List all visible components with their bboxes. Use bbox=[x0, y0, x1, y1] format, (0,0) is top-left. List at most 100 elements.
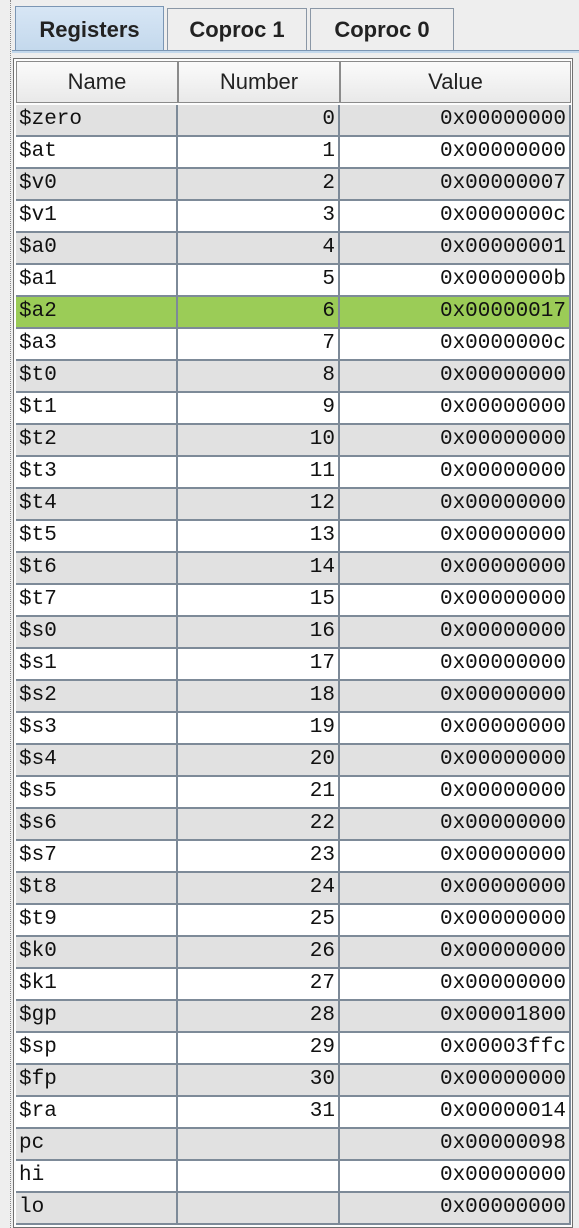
table-row[interactable]: $fp 30 0x00000000 bbox=[16, 1065, 571, 1097]
column-header-value[interactable]: Value bbox=[340, 61, 571, 103]
register-value-cell[interactable]: 0x00000014 bbox=[340, 1097, 571, 1129]
register-name-cell: $s1 bbox=[16, 649, 178, 681]
register-number-cell: 25 bbox=[178, 905, 340, 937]
register-value-cell[interactable]: 0x00000000 bbox=[340, 1161, 571, 1193]
table-row[interactable]: pc 0x00000098 bbox=[16, 1129, 571, 1161]
register-value-cell[interactable]: 0x00000001 bbox=[340, 233, 571, 265]
table-row[interactable]: $s1 17 0x00000000 bbox=[16, 649, 571, 681]
table-row[interactable]: $t4 12 0x00000000 bbox=[16, 489, 571, 521]
register-number-cell: 3 bbox=[178, 201, 340, 233]
register-number-cell: 19 bbox=[178, 713, 340, 745]
tab-underline bbox=[12, 50, 579, 53]
register-value-cell[interactable]: 0x0000000c bbox=[340, 201, 571, 233]
table-row[interactable]: $k1 27 0x00000000 bbox=[16, 969, 571, 1001]
register-value-cell[interactable]: 0x00000000 bbox=[340, 425, 571, 457]
tab-coproc-0[interactable]: Coproc 0 bbox=[310, 8, 454, 50]
table-row[interactable]: $s0 16 0x00000000 bbox=[16, 617, 571, 649]
register-value-cell[interactable]: 0x00000000 bbox=[340, 873, 571, 905]
register-value-cell[interactable]: 0x00000000 bbox=[340, 649, 571, 681]
register-number-cell: 4 bbox=[178, 233, 340, 265]
table-row[interactable]: $s5 21 0x00000000 bbox=[16, 777, 571, 809]
register-number-cell: 17 bbox=[178, 649, 340, 681]
splitter-gutter[interactable] bbox=[0, 0, 11, 1228]
table-row-highlighted[interactable]: $a2 6 0x00000017 bbox=[16, 297, 571, 329]
table-row[interactable]: $v1 3 0x0000000c bbox=[16, 201, 571, 233]
register-value-cell[interactable]: 0x00000000 bbox=[340, 457, 571, 489]
table-row[interactable]: $gp 28 0x00001800 bbox=[16, 1001, 571, 1033]
register-number-cell: 23 bbox=[178, 841, 340, 873]
table-row[interactable]: $a0 4 0x00000001 bbox=[16, 233, 571, 265]
table-row[interactable]: $sp 29 0x00003ffc bbox=[16, 1033, 571, 1065]
register-value-cell[interactable]: 0x00000000 bbox=[340, 585, 571, 617]
register-value-cell[interactable]: 0x0000000c bbox=[340, 329, 571, 361]
table-row[interactable]: $s6 22 0x00000000 bbox=[16, 809, 571, 841]
register-value-cell[interactable]: 0x00000000 bbox=[340, 137, 571, 169]
register-value-cell[interactable]: 0x00001800 bbox=[340, 1001, 571, 1033]
table-row[interactable]: $a1 5 0x0000000b bbox=[16, 265, 571, 297]
register-number-cell: 21 bbox=[178, 777, 340, 809]
table-row[interactable]: $k0 26 0x00000000 bbox=[16, 937, 571, 969]
register-value-cell[interactable]: 0x00000017 bbox=[340, 297, 571, 329]
table-header: Name Number Value bbox=[16, 61, 571, 103]
register-value-cell[interactable]: 0x0000000b bbox=[340, 265, 571, 297]
table-row[interactable]: $s3 19 0x00000000 bbox=[16, 713, 571, 745]
register-name-cell: $s5 bbox=[16, 777, 178, 809]
register-value-cell[interactable]: 0x00000000 bbox=[340, 969, 571, 1001]
table-row[interactable]: $v0 2 0x00000007 bbox=[16, 169, 571, 201]
tab-coproc-1[interactable]: Coproc 1 bbox=[167, 8, 307, 50]
register-value-cell[interactable]: 0x00000000 bbox=[340, 393, 571, 425]
register-value-cell[interactable]: 0x00000000 bbox=[340, 617, 571, 649]
register-name-cell: $k1 bbox=[16, 969, 178, 1001]
register-value-cell[interactable]: 0x00000000 bbox=[340, 681, 571, 713]
register-name-cell: $v1 bbox=[16, 201, 178, 233]
table-row[interactable]: hi 0x00000000 bbox=[16, 1161, 571, 1193]
table-row[interactable]: $s7 23 0x00000000 bbox=[16, 841, 571, 873]
table-row[interactable]: $t8 24 0x00000000 bbox=[16, 873, 571, 905]
register-value-cell[interactable]: 0x00000000 bbox=[340, 1065, 571, 1097]
register-number-cell: 27 bbox=[178, 969, 340, 1001]
table-row[interactable]: $s4 20 0x00000000 bbox=[16, 745, 571, 777]
register-value-cell[interactable]: 0x00000000 bbox=[340, 553, 571, 585]
tab-registers[interactable]: Registers bbox=[15, 6, 164, 52]
register-value-cell[interactable]: 0x00000000 bbox=[340, 809, 571, 841]
column-header-name[interactable]: Name bbox=[16, 61, 178, 103]
register-value-cell[interactable]: 0x00000000 bbox=[340, 105, 571, 137]
register-value-cell[interactable]: 0x00000007 bbox=[340, 169, 571, 201]
register-value-cell[interactable]: 0x00000000 bbox=[340, 1193, 571, 1225]
table-row[interactable]: $t0 8 0x00000000 bbox=[16, 361, 571, 393]
register-value-cell[interactable]: 0x00000000 bbox=[340, 937, 571, 969]
register-value-cell[interactable]: 0x00000000 bbox=[340, 521, 571, 553]
table-row[interactable]: $zero 0 0x00000000 bbox=[16, 105, 571, 137]
register-value-cell[interactable]: 0x00000000 bbox=[340, 745, 571, 777]
table-row[interactable]: $at 1 0x00000000 bbox=[16, 137, 571, 169]
register-value-cell[interactable]: 0x00000000 bbox=[340, 489, 571, 521]
table-row[interactable]: $t1 9 0x00000000 bbox=[16, 393, 571, 425]
register-value-cell[interactable]: 0x00000000 bbox=[340, 713, 571, 745]
register-name-cell: $zero bbox=[16, 105, 178, 137]
register-name-cell: $a3 bbox=[16, 329, 178, 361]
register-name-cell: $t2 bbox=[16, 425, 178, 457]
table-row[interactable]: $s2 18 0x00000000 bbox=[16, 681, 571, 713]
column-header-number[interactable]: Number bbox=[178, 61, 340, 103]
table-row[interactable]: $t7 15 0x00000000 bbox=[16, 585, 571, 617]
register-name-cell: lo bbox=[16, 1193, 178, 1225]
register-number-cell: 30 bbox=[178, 1065, 340, 1097]
table-row[interactable]: $t3 11 0x00000000 bbox=[16, 457, 571, 489]
register-number-cell: 14 bbox=[178, 553, 340, 585]
register-value-cell[interactable]: 0x00000000 bbox=[340, 841, 571, 873]
register-value-cell[interactable]: 0x00000000 bbox=[340, 361, 571, 393]
table-row[interactable]: lo 0x00000000 bbox=[16, 1193, 571, 1225]
table-row[interactable]: $t2 10 0x00000000 bbox=[16, 425, 571, 457]
register-value-cell[interactable]: 0x00000000 bbox=[340, 777, 571, 809]
register-number-cell: 11 bbox=[178, 457, 340, 489]
table-row[interactable]: $ra 31 0x00000014 bbox=[16, 1097, 571, 1129]
register-value-cell[interactable]: 0x00000098 bbox=[340, 1129, 571, 1161]
table-row[interactable]: $t5 13 0x00000000 bbox=[16, 521, 571, 553]
register-number-cell: 22 bbox=[178, 809, 340, 841]
table-row[interactable]: $a3 7 0x0000000c bbox=[16, 329, 571, 361]
register-value-cell[interactable]: 0x00000000 bbox=[340, 905, 571, 937]
register-name-cell: $s4 bbox=[16, 745, 178, 777]
register-value-cell[interactable]: 0x00003ffc bbox=[340, 1033, 571, 1065]
table-row[interactable]: $t9 25 0x00000000 bbox=[16, 905, 571, 937]
table-row[interactable]: $t6 14 0x00000000 bbox=[16, 553, 571, 585]
